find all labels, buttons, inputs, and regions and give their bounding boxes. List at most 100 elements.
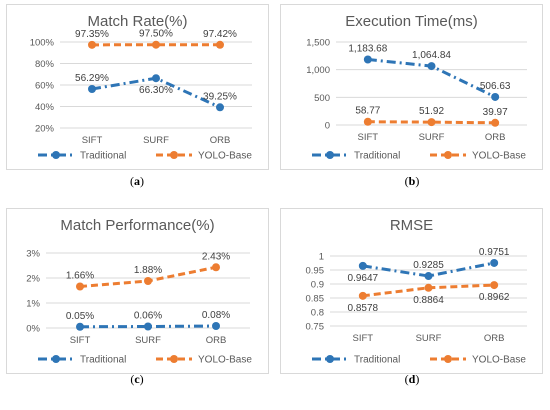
data-point xyxy=(88,84,96,93)
legend-marker xyxy=(170,355,178,363)
legend-marker xyxy=(326,355,334,363)
data-label: 1.66% xyxy=(66,271,94,282)
data-point xyxy=(363,117,372,126)
data-label: 97.35% xyxy=(75,29,109,40)
data-point xyxy=(216,103,224,112)
data-label: 0.08% xyxy=(202,310,230,321)
data-point xyxy=(424,272,433,281)
data-point xyxy=(212,322,220,330)
x-tick-label: SIFT xyxy=(82,135,103,146)
data-label: 1,064.84 xyxy=(412,50,451,61)
x-tick-label: ORB xyxy=(210,135,231,146)
data-point xyxy=(358,261,367,270)
y-tick-label: 1 xyxy=(319,252,324,263)
data-point xyxy=(358,291,367,300)
data-point xyxy=(144,277,152,285)
data-label: 0.9647 xyxy=(348,273,379,284)
data-point xyxy=(363,55,372,64)
x-tick-label: SURF xyxy=(143,135,169,146)
chart-panel-c: Match Performance(%) 0% 1% 2% 3% SIFT SURF ORB 0… xyxy=(6,208,269,374)
y-tick-label: 3% xyxy=(26,249,40,260)
legend-label: YOLO-Base xyxy=(472,355,526,366)
data-point xyxy=(427,118,436,127)
panel-caption: (b) xyxy=(405,174,420,188)
x-tick-label: SURF xyxy=(416,333,442,344)
y-tick-label: 80% xyxy=(35,59,55,70)
legend-label: YOLO-Base xyxy=(472,151,526,162)
panel-caption: (a) xyxy=(130,174,144,188)
x-tick-label: SURF xyxy=(135,335,161,346)
legend-label: Traditional xyxy=(80,355,126,366)
y-tick-label: 40% xyxy=(35,102,55,113)
legend-marker xyxy=(170,151,178,159)
data-label: 51.92 xyxy=(419,106,444,117)
data-point xyxy=(491,118,500,127)
data-point xyxy=(216,40,224,49)
chart-panel-a: Match Rate(%) 20% 40% 60% 80% 100% SIFT SURF ORB… xyxy=(6,4,269,170)
legend-label: Traditional xyxy=(354,151,400,162)
y-tick-label: 0.75 xyxy=(306,322,325,333)
data-point xyxy=(76,322,84,331)
y-tick-label: 0% xyxy=(26,324,40,335)
data-label: 0.05% xyxy=(66,311,94,322)
chart-title: RMSE xyxy=(390,217,433,234)
data-point xyxy=(490,281,499,290)
data-label: 39.25% xyxy=(203,91,237,102)
y-tick-label: 0.8 xyxy=(311,308,324,319)
data-label: 0.9751 xyxy=(479,247,510,258)
legend-label: YOLO-Base xyxy=(198,355,252,366)
data-point xyxy=(427,62,436,71)
series-line-traditional xyxy=(362,261,495,278)
panel-caption: (d) xyxy=(405,372,420,386)
data-label: 1.88% xyxy=(134,265,162,276)
panel-caption: (c) xyxy=(130,372,143,386)
chart-title: Execution Time(ms) xyxy=(345,13,478,30)
chart-title: Match Performance(%) xyxy=(60,217,214,234)
chart-title: Match Rate(%) xyxy=(87,13,187,30)
data-label: 2.43% xyxy=(202,251,230,262)
data-point xyxy=(76,282,84,291)
chart-panel-b: Execution Time(ms) 0 500 1,000 1,500 SIFT SURF… xyxy=(280,4,543,170)
data-point xyxy=(152,40,160,49)
data-label: 506.63 xyxy=(480,81,511,92)
y-tick-label: 0.95 xyxy=(306,266,325,277)
y-tick-label: 60% xyxy=(35,81,55,92)
legend-label: Traditional xyxy=(354,355,400,366)
data-label: 58.77 xyxy=(355,106,380,117)
x-tick-label: SURF xyxy=(419,132,445,143)
y-tick-label: 500 xyxy=(314,93,330,104)
x-tick-label: ORB xyxy=(485,132,506,143)
y-tick-label: 100% xyxy=(30,38,55,49)
data-label: 0.9285 xyxy=(413,260,444,271)
x-tick-label: SIFT xyxy=(358,132,379,143)
legend-marker xyxy=(52,151,60,159)
data-label: 97.42% xyxy=(203,29,237,40)
data-label: 0.8962 xyxy=(479,292,510,303)
legend-label: YOLO-Base xyxy=(198,151,252,162)
data-label: 39.97 xyxy=(483,107,508,118)
legend-label: Traditional xyxy=(80,151,126,162)
data-label: 97.50% xyxy=(139,29,173,40)
legend-marker xyxy=(52,355,60,363)
panel-frame xyxy=(280,4,543,170)
data-point xyxy=(144,322,152,331)
legend-marker xyxy=(326,151,334,159)
y-tick-label: 1% xyxy=(26,299,40,310)
data-point xyxy=(212,263,220,272)
x-tick-label: SIFT xyxy=(70,335,91,346)
data-point xyxy=(491,92,500,101)
panel-frame xyxy=(6,208,269,374)
data-label: 0.06% xyxy=(134,311,162,322)
data-point xyxy=(490,258,499,267)
series-line-traditional xyxy=(79,324,217,329)
y-tick-label: 0 xyxy=(325,121,330,132)
y-tick-label: 20% xyxy=(35,124,55,135)
chart-panel-d: RMSE 0.75 0.8 0.85 0.9 0.95 1 SIFT SURF ORB 0.9647… xyxy=(280,208,543,374)
data-label: 66.30% xyxy=(139,85,173,96)
y-tick-label: 0.9 xyxy=(311,280,324,291)
data-label: 56.29% xyxy=(75,73,109,84)
legend-marker xyxy=(444,151,452,159)
x-tick-label: ORB xyxy=(206,335,227,346)
y-tick-label: 2% xyxy=(26,274,40,285)
